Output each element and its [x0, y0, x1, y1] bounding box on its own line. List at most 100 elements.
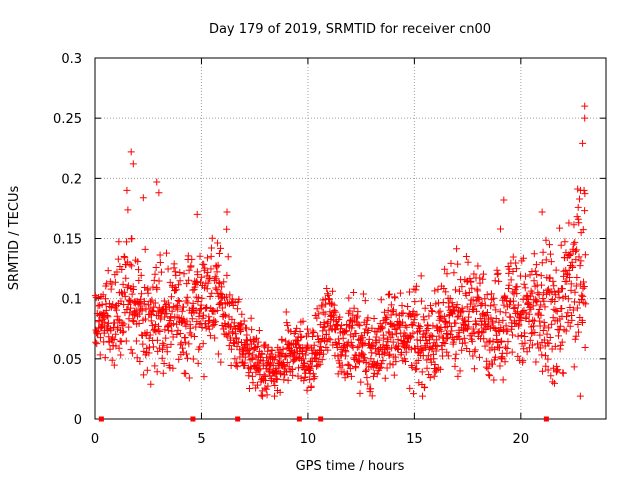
- data-point: [101, 318, 109, 326]
- data-point: [349, 311, 357, 319]
- data-point: [124, 206, 132, 214]
- data-point: [529, 316, 537, 324]
- x-tick-label: 15: [406, 432, 423, 447]
- gap-marker: [235, 416, 241, 422]
- data-point: [423, 356, 431, 364]
- data-point: [204, 268, 212, 276]
- data-point: [362, 359, 370, 367]
- data-point: [220, 278, 228, 286]
- data-point: [471, 348, 479, 356]
- data-point: [559, 285, 567, 293]
- data-point: [581, 114, 589, 122]
- data-point: [427, 331, 435, 339]
- data-point: [184, 299, 192, 307]
- data-point: [277, 349, 285, 357]
- data-point: [223, 225, 231, 233]
- data-point: [505, 269, 513, 277]
- data-point: [146, 331, 154, 339]
- gap-marker: [296, 416, 302, 422]
- data-point: [298, 350, 306, 358]
- data-point: [125, 296, 133, 304]
- data-point: [264, 343, 272, 351]
- data-point: [180, 270, 188, 278]
- data-point: [181, 338, 189, 346]
- data-point: [205, 313, 213, 321]
- tick-labels: 0 5 10 15 20 0 0.05 0.1 0.15 0.2 0.25 0.3: [53, 52, 529, 447]
- data-point: [154, 347, 162, 355]
- y-tick-label: 0.05: [53, 353, 82, 368]
- data-point: [113, 312, 121, 320]
- data-point: [187, 262, 195, 270]
- data-point: [115, 344, 123, 352]
- data-point: [540, 318, 548, 326]
- data-point: [485, 338, 493, 346]
- data-point: [359, 290, 367, 298]
- data-point: [236, 327, 244, 335]
- data-point: [361, 354, 369, 362]
- data-point: [580, 278, 588, 286]
- data-point: [576, 195, 584, 203]
- data-point: [108, 356, 116, 364]
- data-point: [536, 317, 544, 325]
- data-point: [324, 290, 332, 298]
- data-point: [206, 274, 214, 282]
- data-point: [171, 268, 179, 276]
- data-point: [280, 376, 288, 384]
- data-point: [552, 266, 560, 274]
- data-point: [443, 270, 451, 278]
- data-point: [177, 339, 185, 347]
- data-point: [547, 250, 555, 258]
- data-point: [442, 330, 450, 338]
- data-point: [454, 260, 462, 268]
- data-point: [158, 354, 166, 362]
- data-point: [504, 338, 512, 346]
- data-point: [537, 281, 545, 289]
- data-point: [224, 253, 232, 261]
- data-point: [281, 353, 289, 361]
- data-point: [264, 382, 272, 390]
- data-point: [185, 276, 193, 284]
- data-point: [398, 310, 406, 318]
- data-point: [436, 365, 444, 373]
- data-point: [155, 322, 163, 330]
- data-point: [132, 337, 140, 345]
- data-point: [514, 352, 522, 360]
- data-point: [310, 341, 318, 349]
- data-point: [184, 252, 192, 260]
- data-point: [435, 332, 443, 340]
- data-point: [217, 244, 225, 252]
- data-point: [577, 257, 585, 265]
- data-point: [129, 286, 137, 294]
- data-point: [122, 337, 130, 345]
- x-tick-label: 5: [197, 432, 205, 447]
- data-point: [426, 374, 434, 382]
- data-point: [556, 345, 564, 353]
- data-point: [362, 368, 370, 376]
- data-point: [431, 287, 439, 295]
- data-point: [414, 342, 422, 350]
- data-point: [413, 336, 421, 344]
- data-point: [523, 348, 531, 356]
- data-point: [461, 321, 469, 329]
- data-point: [370, 314, 378, 322]
- data-point: [531, 267, 539, 275]
- data-point: [355, 358, 363, 366]
- data-point: [497, 338, 505, 346]
- data-point: [462, 291, 470, 299]
- x-tick-label: 0: [91, 432, 99, 447]
- data-point: [367, 341, 375, 349]
- data-point: [536, 344, 544, 352]
- data-point: [410, 316, 418, 324]
- data-point: [244, 350, 252, 358]
- data-point: [271, 392, 279, 400]
- data-point: [504, 285, 512, 293]
- data-point: [101, 354, 109, 362]
- data-point: [162, 334, 170, 342]
- data-point: [370, 372, 378, 380]
- data-point: [494, 339, 502, 347]
- data-point: [521, 284, 529, 292]
- data-point: [404, 302, 412, 310]
- data-point: [473, 285, 481, 293]
- data-point: [283, 319, 291, 327]
- data-point: [569, 306, 577, 314]
